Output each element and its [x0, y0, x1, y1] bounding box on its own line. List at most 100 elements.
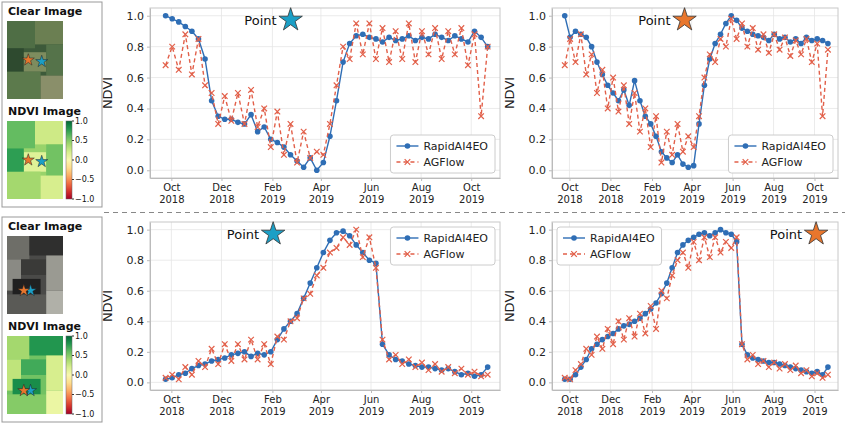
- image-column-frame: [2, 2, 102, 207]
- colorbar-tick-label: 0.0: [75, 371, 88, 380]
- data-point: [163, 13, 169, 19]
- panel-title: Point: [638, 8, 696, 30]
- x-tick-label: Apr2019: [679, 182, 704, 205]
- legend-label: AGFlow: [590, 248, 631, 261]
- panel-title-text: Point: [244, 13, 276, 28]
- x-tick-label-line: Aug: [764, 182, 784, 193]
- y-tick: 0.6: [127, 72, 151, 85]
- data-point: [459, 366, 465, 372]
- data-point: [685, 133, 691, 139]
- point-star: [18, 384, 30, 395]
- y-axis-line: [150, 223, 151, 391]
- data-point: [632, 78, 638, 84]
- data-point: [268, 144, 274, 150]
- y-tick-mark: [549, 170, 552, 171]
- ndvi-image-field: [46, 356, 63, 391]
- x-tick-label-line: 2019: [309, 194, 334, 205]
- data-point: [761, 358, 767, 364]
- x-tick-mark: [321, 178, 322, 181]
- x-tick-label: Jun2019: [359, 394, 384, 417]
- x-tick-mark: [652, 390, 653, 393]
- data-point: [702, 75, 708, 81]
- image-label: NDVI Image: [8, 105, 81, 118]
- y-tick-mark: [549, 16, 552, 17]
- x-tick: Dec2018: [209, 178, 234, 205]
- x-tick: Aug2019: [409, 178, 434, 205]
- x-tick-label-line: 2018: [209, 194, 234, 205]
- x-tick: Oct2018: [557, 390, 582, 417]
- legend-marker: [571, 251, 577, 257]
- figure: Clear ImageNDVI Image1.00.50.0−0.5−1.0Cl…: [0, 0, 848, 426]
- data-point: [712, 41, 718, 47]
- title-star: [804, 222, 827, 244]
- data-point: [202, 56, 208, 62]
- x-tick-label: Aug2019: [409, 394, 434, 417]
- y-tick-label: 0.4: [127, 102, 145, 115]
- legend: RapidAI4EOAGFlow: [557, 227, 662, 265]
- data-point: [723, 239, 729, 245]
- y-tick-label: 1.0: [127, 224, 145, 237]
- y-tick-mark: [147, 78, 150, 79]
- data-point: [825, 41, 831, 47]
- row-separator: [104, 212, 845, 213]
- data-point: [567, 377, 573, 383]
- data-point: [664, 155, 670, 161]
- data-point: [573, 59, 579, 65]
- data-point: [367, 21, 373, 27]
- y-axis-line: [150, 9, 151, 179]
- data-point: [723, 44, 729, 50]
- data-point: [242, 349, 248, 355]
- y-tick: 1.0: [529, 10, 553, 23]
- data-point: [621, 82, 627, 88]
- clear-image-field: [46, 256, 63, 291]
- data-point: [594, 90, 600, 96]
- x-tick-label: Oct2018: [159, 182, 184, 205]
- data-point: [321, 160, 327, 166]
- series-line: [166, 23, 488, 162]
- plot-background: [150, 8, 500, 178]
- data-point: [669, 273, 675, 279]
- x-tick-label-line: Jun: [724, 182, 741, 193]
- x-tick-label: Apr2019: [309, 182, 334, 205]
- data-point: [798, 52, 804, 58]
- data-point: [750, 25, 756, 31]
- x-tick-mark: [733, 390, 734, 393]
- x-tick-label-line: Feb: [264, 394, 282, 405]
- data-point: [696, 231, 702, 237]
- y-tick: 0.6: [127, 285, 151, 298]
- x-tick-mark: [471, 178, 472, 181]
- clear-image-field: [7, 236, 29, 259]
- x-tick-label: Aug2019: [761, 182, 786, 205]
- x-axis: Oct2018Dec2018Feb2019Apr2019Jun2019Aug20…: [553, 178, 839, 205]
- data-point: [248, 87, 254, 93]
- data-point: [691, 239, 697, 245]
- chart-panel: Oct2018Dec2018Feb2019Apr2019Jun2019Aug20…: [100, 8, 501, 205]
- x-tick-label-line: 2018: [209, 406, 234, 417]
- data-point: [600, 67, 606, 73]
- image-label: NDVI Image: [8, 320, 81, 333]
- colorbar-tick: [72, 121, 74, 122]
- data-point: [691, 163, 697, 169]
- data-point: [739, 341, 745, 347]
- legend-label: AGFlow: [761, 156, 802, 169]
- x-grid-line: [171, 222, 172, 390]
- data-point: [183, 24, 189, 30]
- x-tick: Feb2019: [640, 390, 665, 417]
- title-star: [279, 8, 302, 30]
- point-star: [36, 155, 48, 166]
- panel-title: Point: [770, 222, 828, 244]
- image-column: Clear ImageNDVI Image1.00.50.0−0.5−1.0: [2, 2, 102, 207]
- x-tick-label: Feb2019: [260, 394, 285, 417]
- x-tick-label: Oct2019: [459, 394, 484, 417]
- x-tick-label-line: Aug: [764, 394, 784, 405]
- data-point: [659, 160, 665, 166]
- y-tick-label: 1.0: [529, 10, 547, 23]
- x-tick-label: Oct2019: [459, 182, 484, 205]
- y-tick: 0.0: [529, 376, 553, 389]
- x-tick-label-line: 2018: [159, 406, 184, 417]
- y-tick-mark: [549, 321, 552, 322]
- legend-marker: [743, 143, 749, 149]
- data-point: [605, 326, 611, 332]
- x-tick-label: Jun2019: [720, 182, 745, 205]
- legend-marker: [571, 235, 577, 241]
